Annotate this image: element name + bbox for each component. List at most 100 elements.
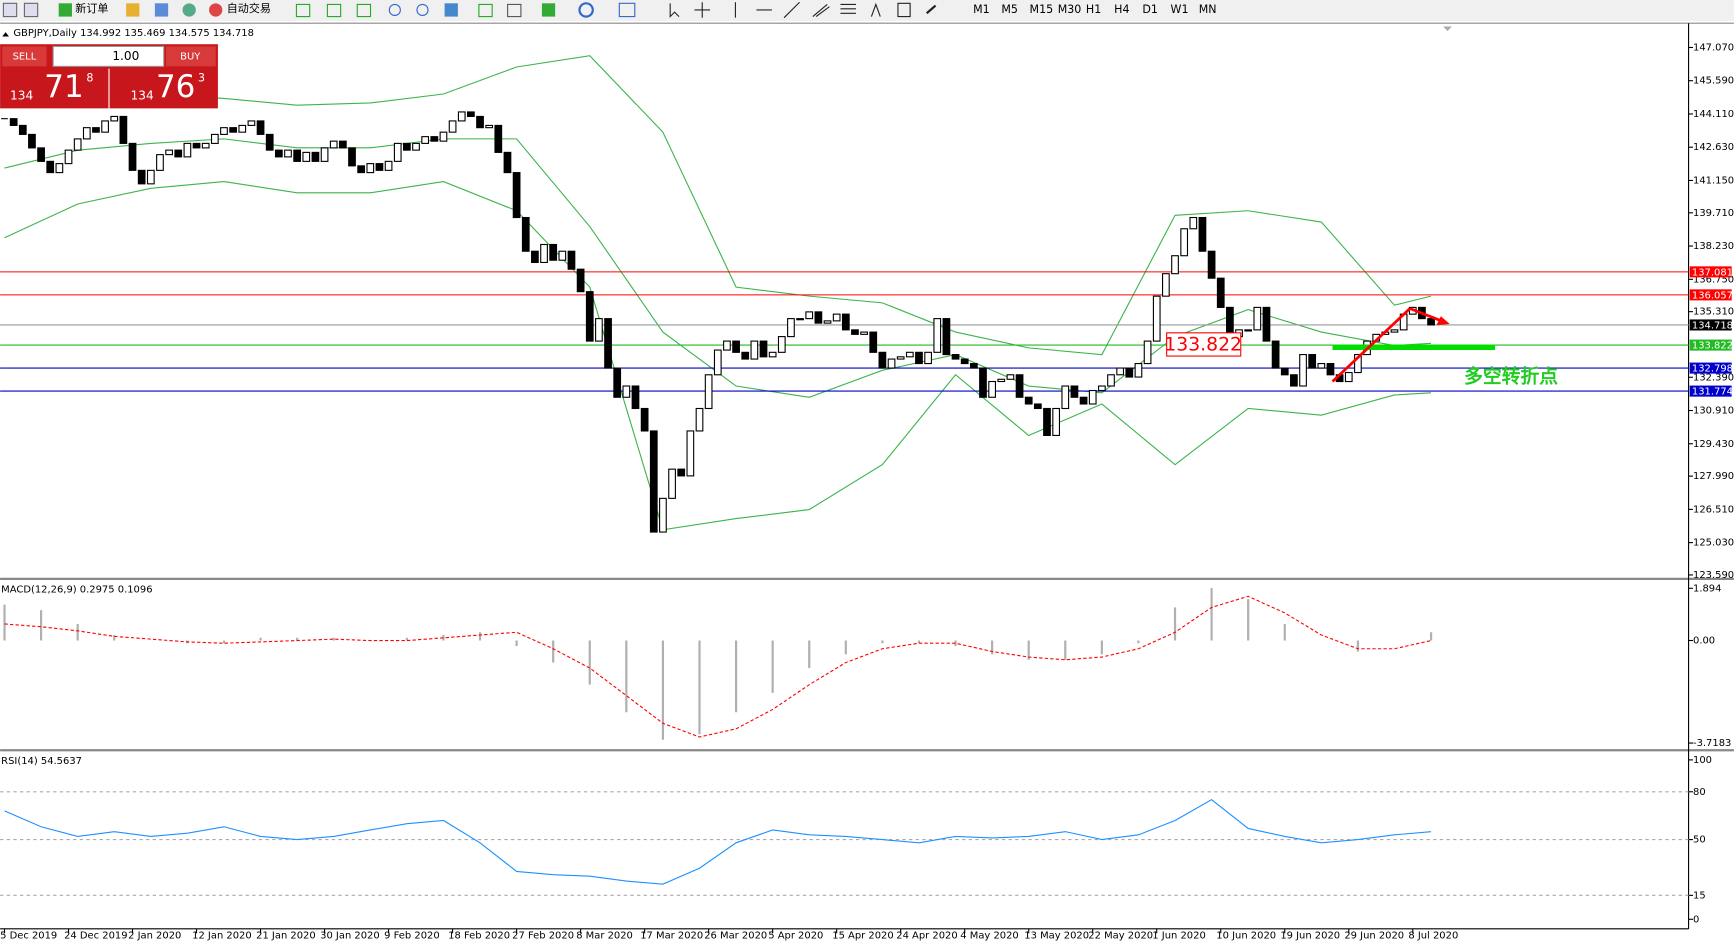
candle [750,340,759,360]
timeframe-button[interactable]: H4 [1114,3,1129,16]
candle [1244,329,1253,332]
x-tick-label: 8 Jul 2020 [1408,930,1458,941]
candle [503,151,512,174]
symbol-marker [2,32,9,37]
timeframe-button[interactable]: M30 [1058,3,1082,16]
buy-button[interactable] [165,46,216,67]
sell-label[interactable]: SELL [13,51,37,62]
candle [1171,255,1179,275]
icon[interactable] [507,3,522,18]
icon[interactable] [578,2,594,18]
candle [73,138,82,151]
y-tick-label: 141.150 [1693,175,1734,186]
price-label-bg [1689,339,1732,351]
x-tick-label: 22 May 2020 [1088,930,1153,941]
candle [384,160,393,171]
timeframe-button[interactable]: W1 [1171,3,1189,16]
icon[interactable] [388,3,401,17]
candle [476,115,484,129]
icon[interactable] [295,3,311,18]
arrow-down [1409,307,1442,322]
icon[interactable] [541,3,556,17]
icon[interactable] [2,2,18,18]
icon[interactable] [326,3,342,18]
timeframe-button[interactable]: D1 [1142,3,1158,16]
auto-trading-button[interactable]: 自动交易 [227,1,271,15]
y-tick-label: -3.7183 [1693,738,1731,749]
price-label: 131.774 [1692,387,1733,398]
candle [412,142,420,151]
timeframe-button[interactable]: M15 [1030,3,1054,16]
candle [915,351,923,365]
timeframe-button[interactable]: H1 [1086,3,1101,16]
sell-button[interactable] [2,46,47,67]
candle [338,140,347,149]
candle [1262,306,1271,342]
icon[interactable] [444,3,458,17]
x-tick-label: 2 Jan 2020 [128,930,181,941]
candle [768,351,777,358]
sell-price-sup[interactable]: 8 [86,72,93,85]
toolbar: 新订单 自动交易 M1 M5 M15 M [0,0,1734,22]
candle [1189,216,1198,230]
candle [814,311,823,324]
y-tick-label: 136.750 [1693,274,1734,285]
icon[interactable] [840,3,856,14]
lot-value[interactable]: 1.00 [112,49,139,63]
candle [274,149,283,158]
candle [887,358,896,369]
buy-price-sup[interactable]: 3 [198,72,205,85]
candle [256,120,265,135]
icon[interactable] [812,4,830,18]
candle [613,367,622,398]
icon[interactable] [783,1,800,19]
candle [531,250,539,264]
buy-label[interactable]: BUY [180,51,201,62]
candle [1052,407,1061,437]
sell-price-prefix[interactable]: 134 [10,89,33,103]
buy-price-main[interactable]: 76 [156,69,195,105]
icon[interactable] [356,3,372,18]
lot-input[interactable] [52,45,165,67]
icon[interactable] [478,3,493,18]
icon[interactable] [23,2,39,18]
icon[interactable] [694,2,710,18]
y-tick-label: 126.510 [1693,504,1734,515]
indicator-title: MACD(12,26,9) 0.2975 0.1096 [1,584,152,595]
timeframe-button[interactable]: M5 [1001,3,1018,16]
candle [521,216,530,252]
new-order-button[interactable]: 新订单 [75,1,108,15]
candle [1116,367,1125,376]
auto-trading-icon[interactable] [209,3,223,17]
icon[interactable] [870,2,881,17]
icon[interactable] [618,2,636,18]
icon[interactable] [154,3,169,17]
price-label: 132.798 [1692,364,1733,375]
bollinger-band [4,138,1432,398]
icon[interactable] [925,4,937,15]
buy-price-prefix[interactable]: 134 [131,89,154,103]
timeframe-button[interactable]: M1 [973,3,990,16]
x-tick-label: 1 Jun 2020 [1152,930,1205,941]
candle [1033,403,1042,410]
icon[interactable] [126,3,140,17]
sell-price-main[interactable]: 71 [44,69,83,105]
candle [851,329,859,335]
chart-tools [295,1,937,19]
candle [174,149,183,158]
new-order-icon[interactable] [58,3,72,17]
candle [960,358,969,365]
icon[interactable] [182,3,196,17]
y-tick-label: 50 [1693,835,1706,846]
y-tick-label: 125.030 [1693,538,1734,549]
candle [46,160,55,174]
candle [1125,367,1134,378]
icon[interactable] [416,3,429,17]
icon[interactable] [669,3,680,18]
timeframe-button[interactable]: MN [1199,3,1217,16]
candle [841,313,850,331]
candle [247,120,256,126]
candle [220,127,228,135]
x-tick-label: 15 Apr 2020 [832,930,893,941]
icon[interactable] [897,2,911,18]
